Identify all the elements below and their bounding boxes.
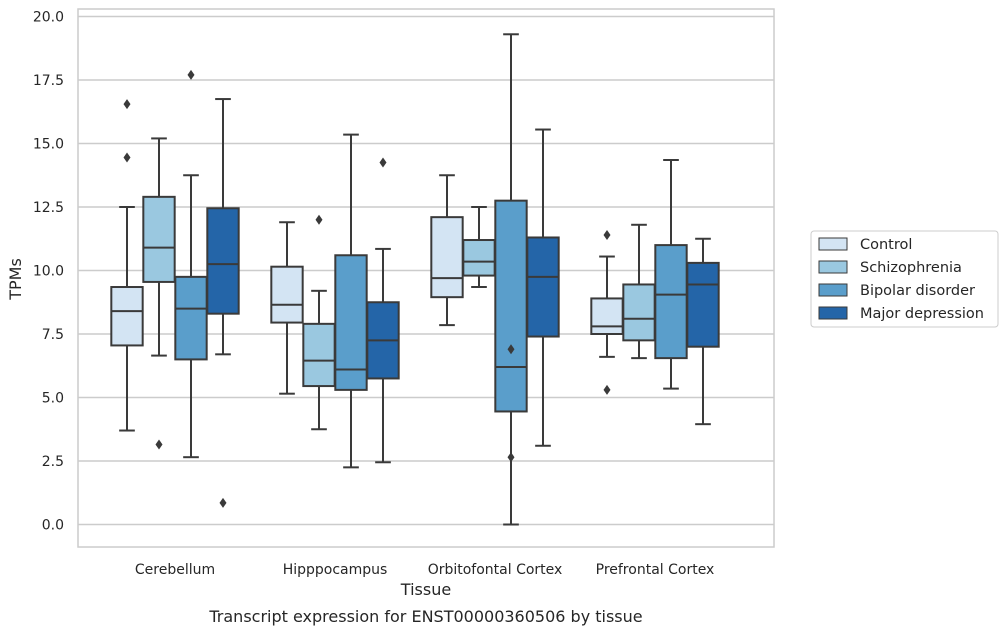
y-tick-label: 10.0 xyxy=(33,264,64,280)
legend-frame xyxy=(810,230,999,328)
box xyxy=(654,244,688,360)
box xyxy=(462,239,496,277)
box xyxy=(686,261,720,348)
box-group xyxy=(302,214,336,431)
y-tick-label: 12.5 xyxy=(33,200,64,216)
outlier-point xyxy=(315,214,323,225)
x-tick-label: Hipppocampus xyxy=(283,562,388,578)
box xyxy=(494,199,528,413)
outlier-point xyxy=(603,229,611,240)
box xyxy=(270,265,304,324)
y-tick-label: 20.0 xyxy=(33,10,64,26)
x-tick-label: Orbitofontal Cortex xyxy=(428,562,563,578)
plot-frame xyxy=(77,8,775,548)
box-group xyxy=(174,69,208,459)
outlier-point xyxy=(219,497,227,508)
outlier-point xyxy=(155,439,163,450)
box xyxy=(174,275,208,361)
box xyxy=(622,283,656,342)
box-group xyxy=(142,137,176,450)
box-group xyxy=(526,128,560,447)
y-tick-labels: 0.0 2.5 5.0 7.5 10.0 12.5 15.0 17.5 20.0 xyxy=(33,10,64,534)
box xyxy=(110,286,144,347)
legend-swatch xyxy=(818,306,848,320)
outlier-point xyxy=(507,344,515,355)
outlier-point xyxy=(187,69,195,80)
boxes-layer xyxy=(110,33,720,526)
outlier-point xyxy=(379,157,387,168)
y-axis-label: TPMs xyxy=(6,258,25,301)
box xyxy=(302,322,336,388)
box-group xyxy=(590,229,624,395)
box-group xyxy=(110,99,144,432)
box xyxy=(142,195,176,283)
box-group xyxy=(206,98,240,508)
box xyxy=(590,297,624,336)
figure-caption: Transcript expression for ENST0000036050… xyxy=(208,607,642,626)
box-group xyxy=(462,206,496,289)
outlier-point xyxy=(123,99,131,110)
legend-swatch xyxy=(818,283,848,297)
x-tick-label: Prefrontal Cortex xyxy=(596,562,715,578)
box-group xyxy=(430,174,464,327)
legend-label: Bipolar disorder xyxy=(860,283,975,299)
y-tick-label: 5.0 xyxy=(42,391,64,407)
box-group xyxy=(366,157,400,464)
box-group xyxy=(686,237,720,426)
box-group xyxy=(334,133,368,469)
legend-label: Schizophrenia xyxy=(860,260,962,276)
box xyxy=(430,216,464,299)
box-group xyxy=(494,33,528,526)
box-group xyxy=(622,223,656,360)
y-tick-label: 15.0 xyxy=(33,137,64,153)
y-tick-label: 2.5 xyxy=(42,454,64,470)
x-tick-labels: Cerebellum Hipppocampus Orbitofontal Corte… xyxy=(135,562,714,578)
legend-label: Major depression xyxy=(860,306,984,322)
outlier-point xyxy=(507,452,515,463)
legend-label: Control xyxy=(860,237,912,253)
box-group xyxy=(654,159,688,390)
x-tick-label: Cerebellum xyxy=(135,562,215,578)
y-tick-label: 17.5 xyxy=(33,73,64,89)
legend-swatch xyxy=(818,260,848,274)
box-group xyxy=(270,221,304,395)
y-tick-label: 0.0 xyxy=(42,518,64,534)
box xyxy=(206,207,240,315)
x-axis-label: Tissue xyxy=(400,580,451,599)
outlier-point xyxy=(603,384,611,395)
box xyxy=(526,236,560,338)
legend-swatch xyxy=(818,237,848,251)
outlier-point xyxy=(123,152,131,163)
legend: Control Schizophrenia Bipolar disorder Majo… xyxy=(810,230,999,328)
y-tick-label: 7.5 xyxy=(42,327,64,343)
